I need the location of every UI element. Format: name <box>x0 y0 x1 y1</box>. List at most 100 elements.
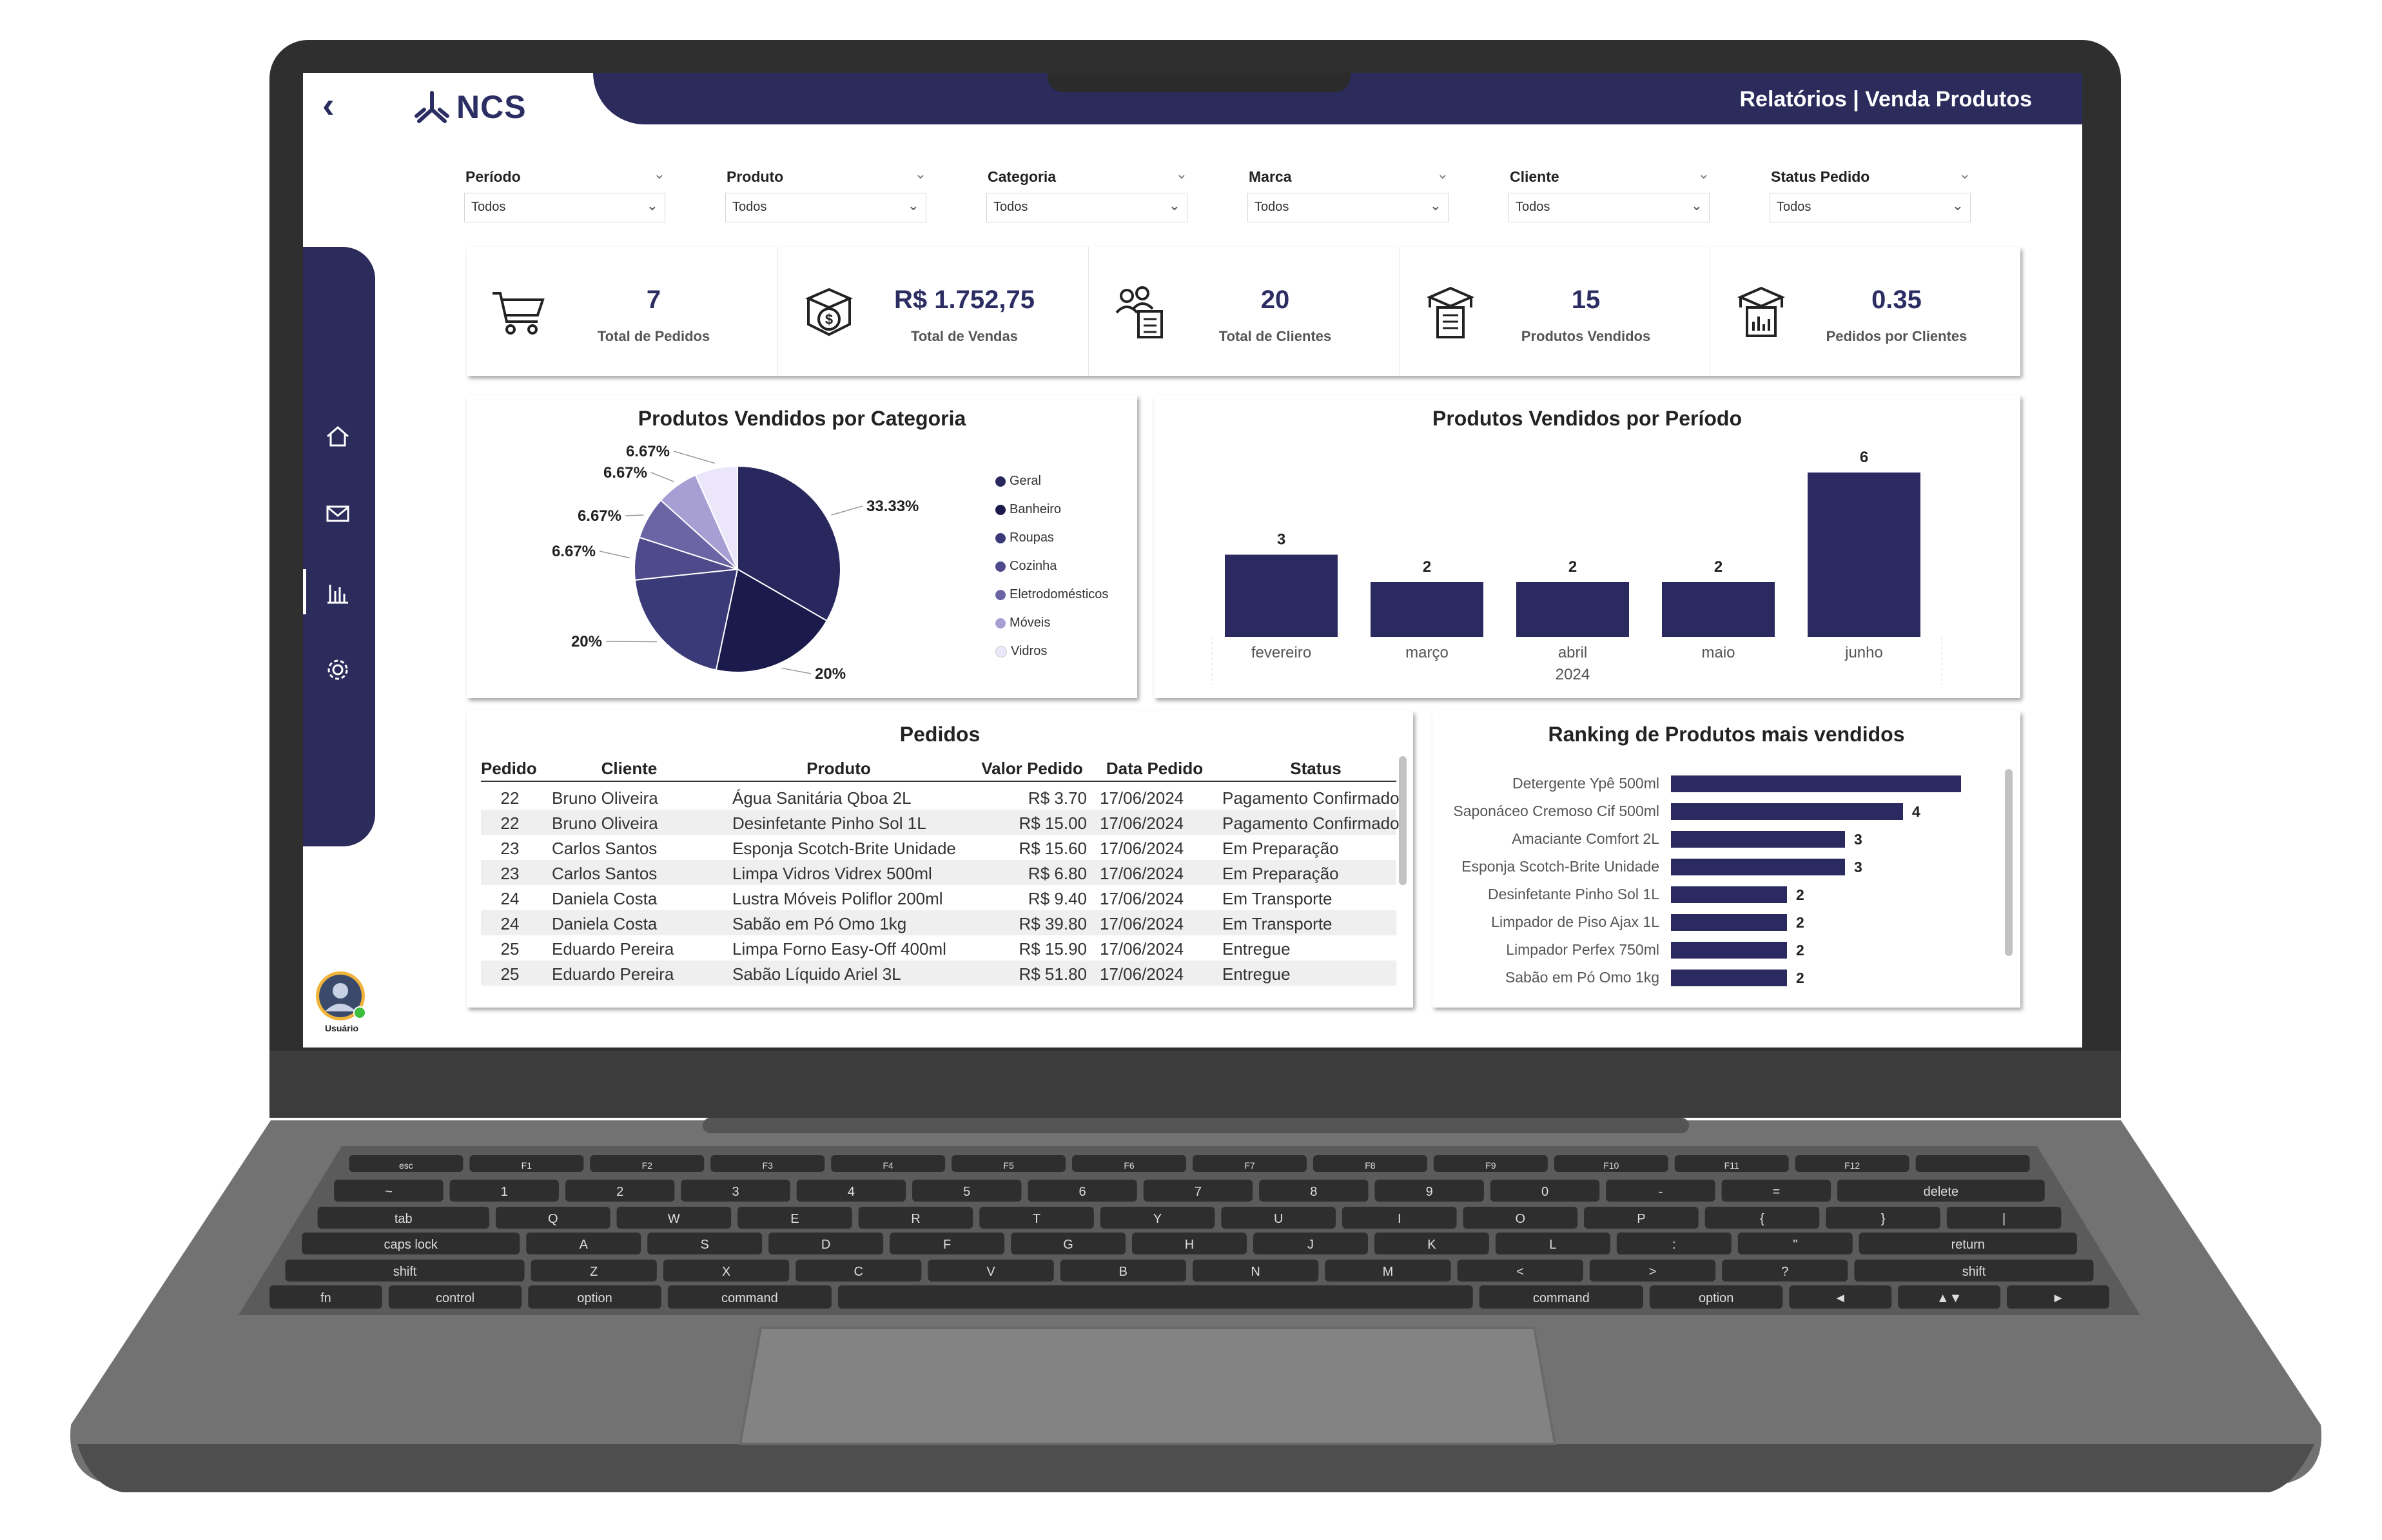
keyboard-key[interactable] <box>1433 1155 1548 1172</box>
table-row[interactable]: 23 Carlos Santos Esponja Scotch-Brite Unid… <box>481 835 1396 860</box>
keyboard-key[interactable] <box>1946 1207 2062 1229</box>
filter-select[interactable]: Todos ⌄ <box>464 193 665 222</box>
keyboard-key[interactable] <box>737 1207 852 1229</box>
keyboard-key[interactable] <box>1495 1233 1610 1254</box>
bar-chart-icon[interactable] <box>322 577 353 608</box>
keyboard-key[interactable] <box>269 1285 382 1309</box>
bar[interactable] <box>1671 831 1845 848</box>
keyboard-key[interactable] <box>928 1260 1054 1282</box>
keyboard-key[interactable] <box>495 1207 610 1229</box>
bar[interactable] <box>1371 582 1483 637</box>
table-row[interactable]: 24 Daniela Costa Lustra Móveis Poliflor 20… <box>481 885 1396 910</box>
legend-item[interactable]: Móveis <box>995 616 1050 630</box>
keyboard-key[interactable] <box>1915 1155 2030 1172</box>
keyboard-key[interactable] <box>526 1233 641 1254</box>
keyboard-key[interactable] <box>831 1155 946 1172</box>
keyboard-key[interactable] <box>1854 1260 2094 1282</box>
table-row[interactable]: 22 Bruno Oliveira Água Sanitária Qboa 2L R$… <box>481 785 1400 810</box>
keyboard-key[interactable] <box>528 1285 661 1309</box>
table-row[interactable]: 23 Carlos Santos Limpa Vidros Vidrex 500ml… <box>481 860 1396 885</box>
keyboard-key[interactable] <box>952 1155 1066 1172</box>
filter-select[interactable]: Todos ⌄ <box>1247 193 1449 222</box>
keyboard-key[interactable] <box>667 1285 832 1309</box>
keyboard-key[interactable] <box>1479 1285 1643 1309</box>
keyboard-key[interactable] <box>1463 1207 1578 1229</box>
chevron-down-icon[interactable]: ⌄ <box>1958 166 1971 182</box>
pie-slice[interactable] <box>737 465 841 622</box>
keyboard-key[interactable] <box>1313 1155 1427 1172</box>
keyboard-key[interactable] <box>1584 1207 1699 1229</box>
keyboard-key[interactable] <box>796 1180 906 1202</box>
legend-item[interactable]: Vidros <box>995 644 1047 659</box>
home-icon[interactable] <box>322 421 353 452</box>
keyboard-key[interactable] <box>1193 1155 1307 1172</box>
keyboard-key[interactable] <box>616 1207 732 1229</box>
keyboard-key[interactable] <box>1616 1233 1732 1254</box>
bar[interactable] <box>1808 473 1920 637</box>
keyboard-key[interactable] <box>302 1233 520 1254</box>
keyboard-key[interactable] <box>912 1180 1022 1202</box>
keyboard-key[interactable] <box>2007 1285 2109 1309</box>
keyboard-key[interactable] <box>1837 1180 2045 1202</box>
table-row[interactable]: 22 Bruno Oliveira Desinfetante Pinho Sol 1… <box>481 810 1400 835</box>
keyboard-key[interactable] <box>531 1260 657 1282</box>
keyboard-key[interactable] <box>1606 1180 1715 1202</box>
pie-slice[interactable] <box>715 568 828 673</box>
keyboard-key[interactable] <box>1789 1285 1892 1309</box>
keyboard-key[interactable] <box>334 1180 444 1202</box>
keyboard-key[interactable] <box>1649 1285 1783 1309</box>
filter-select[interactable]: Todos ⌄ <box>725 193 926 222</box>
bar[interactable] <box>1671 859 1845 875</box>
ranking-scrollbar[interactable] <box>2005 769 2013 956</box>
keyboard-key[interactable] <box>317 1207 489 1229</box>
trackpad[interactable] <box>738 1327 1557 1445</box>
keyboard-key[interactable] <box>1193 1260 1319 1282</box>
keyboard-key[interactable] <box>449 1180 559 1202</box>
table-row[interactable]: 24 Daniela Costa Sabão em Pó Omo 1kg R$ 39.… <box>481 910 1396 935</box>
back-button[interactable]: ‹ <box>322 84 335 125</box>
keyboard-key[interactable] <box>979 1207 1094 1229</box>
keyboard-key[interactable] <box>1221 1207 1336 1229</box>
keyboard-key[interactable] <box>285 1260 525 1282</box>
table-row[interactable]: 25 Eduardo Pereira Limpa Forno Easy-Off 40… <box>481 935 1396 960</box>
keyboard-key[interactable] <box>1253 1233 1368 1254</box>
mail-icon[interactable] <box>322 498 353 529</box>
bar[interactable] <box>1671 886 1787 903</box>
keyboard-key[interactable] <box>1589 1260 1716 1282</box>
filter-select[interactable]: Todos ⌄ <box>986 193 1187 222</box>
keyboard-key[interactable] <box>796 1260 922 1282</box>
keyboard-key[interactable] <box>858 1207 973 1229</box>
keyboard-key[interactable] <box>1374 1180 1484 1202</box>
keyboard-key[interactable] <box>768 1233 884 1254</box>
column-header[interactable]: Valor Pedido <box>981 759 1083 778</box>
bar[interactable] <box>1671 775 1961 792</box>
keyboard-key[interactable] <box>1072 1155 1186 1172</box>
keyboard-key[interactable] <box>1132 1233 1247 1254</box>
keyboard-key[interactable] <box>1554 1155 1668 1172</box>
keyboard-key[interactable] <box>1100 1207 1215 1229</box>
keyboard-key[interactable] <box>1374 1233 1489 1254</box>
keyboard-key[interactable] <box>1490 1180 1600 1202</box>
keyboard-key[interactable] <box>1342 1207 1457 1229</box>
keyboard-key[interactable] <box>890 1233 1005 1254</box>
legend-item[interactable]: Roupas <box>995 531 1054 545</box>
column-header[interactable]: Produto <box>806 759 871 778</box>
keyboard-key[interactable] <box>1674 1155 1789 1172</box>
keyboard-key[interactable] <box>1143 1180 1253 1202</box>
keyboard-key[interactable] <box>1011 1233 1126 1254</box>
bar[interactable] <box>1671 803 1903 820</box>
keyboard-key[interactable] <box>1259 1180 1369 1202</box>
bar[interactable] <box>1671 914 1787 931</box>
keyboard-key[interactable] <box>388 1285 522 1309</box>
bar[interactable] <box>1671 942 1787 959</box>
keyboard-key[interactable] <box>1721 1180 1831 1202</box>
column-header[interactable]: Pedido <box>481 759 537 778</box>
keyboard-key[interactable] <box>1028 1180 1137 1202</box>
filter-select[interactable]: Todos ⌄ <box>1508 193 1710 222</box>
bar[interactable] <box>1671 970 1787 986</box>
keyboard-key[interactable] <box>710 1155 825 1172</box>
keyboard-key[interactable] <box>565 1180 675 1202</box>
keyboard-key[interactable] <box>1704 1207 1820 1229</box>
bar[interactable] <box>1225 554 1338 638</box>
avatar[interactable] <box>316 971 365 1020</box>
